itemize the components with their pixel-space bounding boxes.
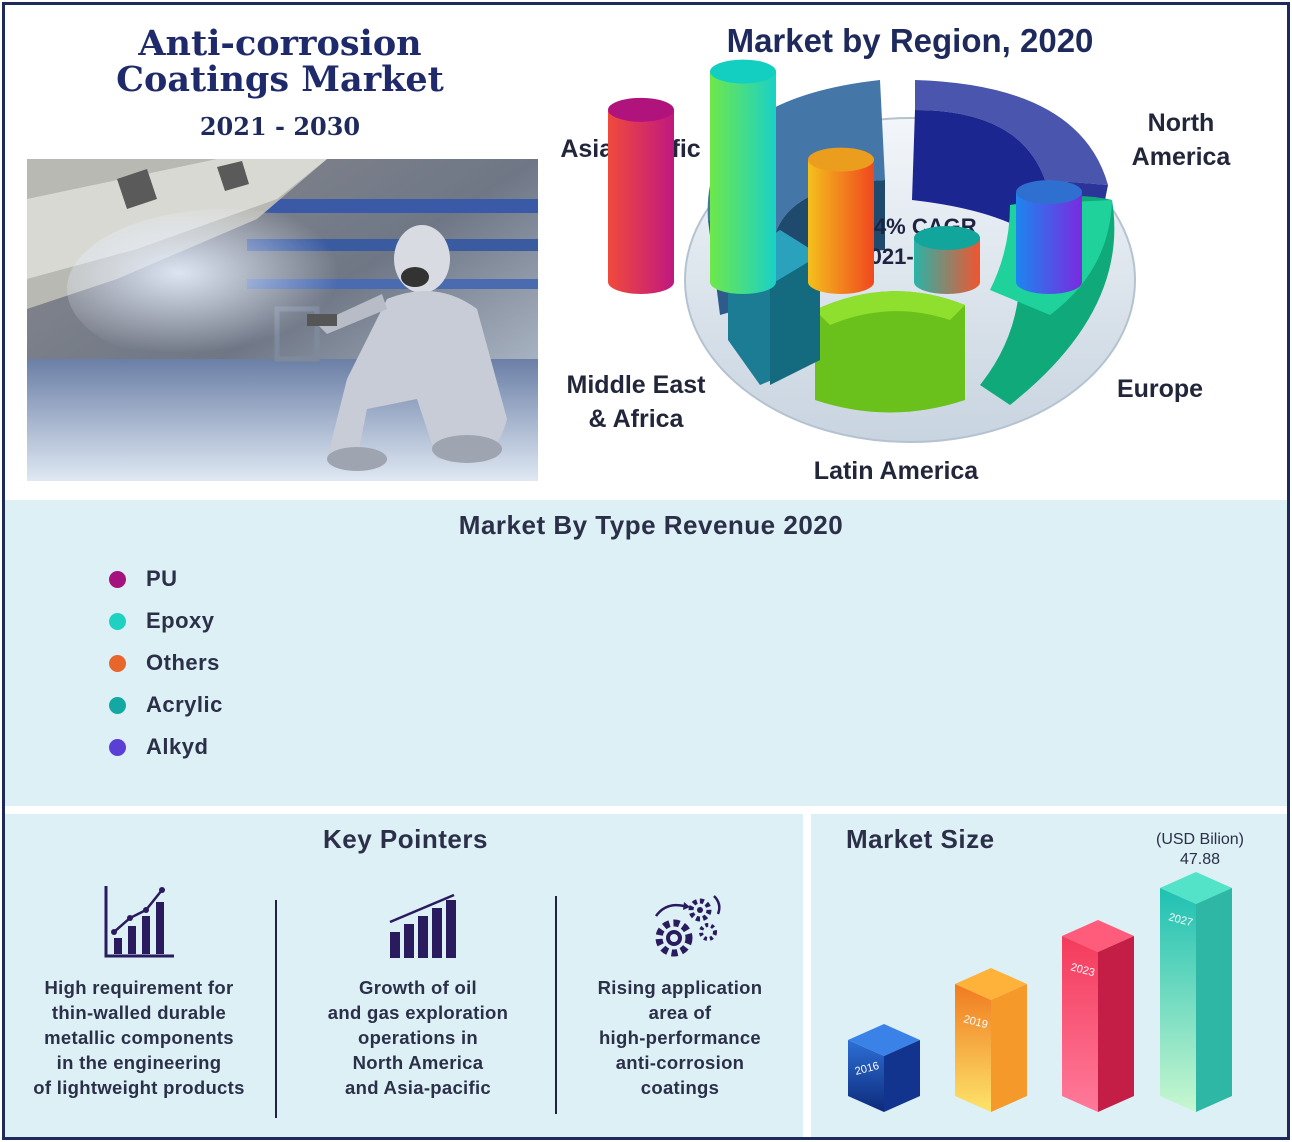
type-legend: PU Epoxy Others Acrylic Alkyd bbox=[109, 558, 223, 768]
type-revenue-title: Market By Type Revenue 2020 bbox=[458, 510, 844, 540]
kp2-line: operations in bbox=[357, 1027, 479, 1048]
legend-item: PU bbox=[109, 558, 223, 600]
kp2-line: and gas exploration bbox=[327, 1002, 509, 1023]
kp1-line: of lightweight products bbox=[33, 1077, 245, 1098]
type-bar-alkyd bbox=[1016, 180, 1082, 294]
kp2-line: and Asia-pacific bbox=[345, 1077, 491, 1098]
legend-dot-epoxy bbox=[109, 612, 126, 630]
market-bar-2023: 2023 bbox=[1062, 920, 1134, 1112]
growth-chart-icon bbox=[104, 886, 174, 958]
key-pointer-text-2: Growth of oil and gas exploration operat… bbox=[293, 975, 543, 1100]
legend-item: Epoxy bbox=[109, 600, 223, 642]
type-bar-top bbox=[608, 97, 674, 122]
kp3-line: Rising application bbox=[597, 977, 763, 998]
segment-latin-america bbox=[815, 291, 965, 413]
type-revenue-section: Market By Type Revenue 2020 PU Epoxy Oth… bbox=[5, 500, 1287, 806]
type-bar-pu bbox=[608, 97, 674, 295]
type-bar-top bbox=[808, 147, 874, 172]
type-revenue-cylinder-chart bbox=[608, 59, 1082, 295]
title-line-2: Coatings Market bbox=[116, 59, 444, 100]
key-pointers-section: Key Pointers bbox=[5, 814, 803, 1137]
legend-dot-alkyd bbox=[109, 738, 126, 756]
label-europe: Europe bbox=[1116, 375, 1204, 403]
type-bar-top bbox=[1016, 180, 1082, 205]
key-pointers-divider-1 bbox=[275, 900, 277, 1118]
type-bar-body bbox=[710, 71, 776, 294]
legend-dot-acrylic bbox=[109, 696, 126, 714]
type-bar-body bbox=[808, 159, 874, 294]
key-pointer-text-1: High requirement for thin-walled durable… bbox=[14, 975, 264, 1100]
legend-label-alkyd: Alkyd bbox=[146, 734, 209, 759]
market-size-title: Market Size bbox=[846, 824, 995, 854]
forecast-period: 2021 - 2030 bbox=[199, 112, 361, 141]
legend-item: Alkyd bbox=[109, 726, 223, 768]
legend-dot-others bbox=[109, 654, 126, 672]
market-size-value: 47.88 bbox=[1179, 851, 1221, 868]
legend-label-others: Others bbox=[146, 650, 220, 675]
legend-label-acrylic: Acrylic bbox=[146, 692, 223, 717]
legend-item: Acrylic bbox=[109, 684, 223, 726]
type-bar-top bbox=[710, 59, 776, 84]
market-size-unit: (USD Bilion) bbox=[1155, 831, 1244, 848]
kp3-line: anti-corrosion bbox=[615, 1052, 745, 1073]
report-title: Anti-corrosion Coatings Market 2021 - 20… bbox=[100, 23, 460, 142]
key-pointer-text-3: Rising application area of high-performa… bbox=[555, 975, 805, 1100]
type-bar-others bbox=[808, 147, 874, 294]
kp1-line: metallic components bbox=[44, 1027, 234, 1048]
label-mea-line1: Middle East bbox=[566, 371, 706, 399]
title-line-1: Anti-corrosion bbox=[138, 23, 422, 64]
market-size-chart: 2016 2019 2023 2027 bbox=[848, 872, 1232, 1112]
legend-dot-pu bbox=[109, 570, 126, 588]
type-bar-epoxy bbox=[710, 59, 776, 294]
market-bar-2019: 2019 bbox=[955, 968, 1027, 1112]
label-north-america-line1: North bbox=[1147, 109, 1215, 137]
type-bar-body bbox=[914, 238, 980, 294]
type-bar-top bbox=[914, 226, 980, 250]
kp1-line: High requirement for bbox=[44, 977, 234, 998]
kp2-line: Growth of oil bbox=[359, 977, 477, 998]
market-size-unit-block: (USD Bilion) 47.88 bbox=[1140, 830, 1260, 870]
gears-icon bbox=[654, 895, 721, 957]
kp1-line: thin-walled durable bbox=[51, 1002, 227, 1023]
kp3-line: high-performance bbox=[598, 1027, 762, 1048]
type-bar-body bbox=[1016, 192, 1082, 294]
legend-item: Others bbox=[109, 642, 223, 684]
market-bar-2027: 2027 bbox=[1160, 872, 1232, 1112]
label-latin-america: Latin America bbox=[813, 457, 979, 485]
kp2-line: North America bbox=[352, 1052, 484, 1073]
kp1-line: in the engineering bbox=[56, 1052, 222, 1073]
region-chart-title: Market by Region, 2020 bbox=[726, 22, 1094, 59]
type-bar-acrylic bbox=[914, 226, 980, 294]
spray-painting-photo bbox=[27, 159, 538, 481]
type-bar-body bbox=[608, 109, 674, 295]
label-north-america-line2: America bbox=[1131, 143, 1231, 171]
label-middle-east-africa: Middle East & Africa bbox=[558, 368, 714, 436]
kp3-line: coatings bbox=[640, 1077, 720, 1098]
market-bar-2016: 2016 bbox=[848, 1024, 920, 1112]
bar-growth-icon bbox=[389, 893, 456, 958]
legend-label-epoxy: Epoxy bbox=[146, 608, 215, 633]
legend-label-pu: PU bbox=[146, 566, 178, 591]
label-north-america: North America bbox=[1120, 106, 1242, 174]
key-pointers-title: Key Pointers bbox=[323, 824, 488, 854]
key-pointers-divider-2 bbox=[555, 896, 557, 1114]
kp3-line: area of bbox=[648, 1002, 712, 1023]
label-mea-line2: & Africa bbox=[588, 405, 684, 433]
